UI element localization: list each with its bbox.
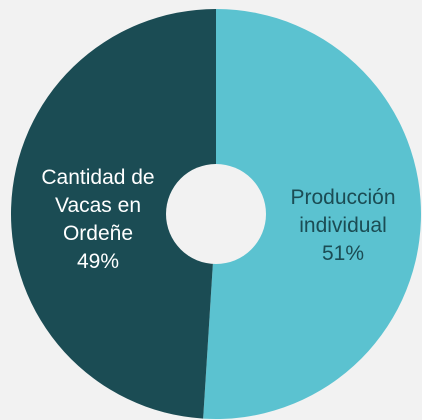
value-label: 49% bbox=[76, 250, 120, 273]
slice bbox=[10, 8, 217, 419]
donut-hole bbox=[166, 164, 266, 264]
value-label: 51% bbox=[321, 242, 365, 265]
label-box: Producción individual 51% bbox=[263, 156, 422, 296]
category-label: Cantidad de Vacas en Ordeñe bbox=[41, 166, 155, 245]
slice-label: Cantidad de Vacas en Ordeñe 49% bbox=[18, 150, 178, 290]
category-label: Producción individual bbox=[290, 186, 396, 237]
slice bbox=[203, 9, 421, 419]
slice-label: Producción individual 51% bbox=[263, 156, 422, 296]
label-box: Cantidad de Vacas en Ordeñe 49% bbox=[18, 150, 178, 290]
